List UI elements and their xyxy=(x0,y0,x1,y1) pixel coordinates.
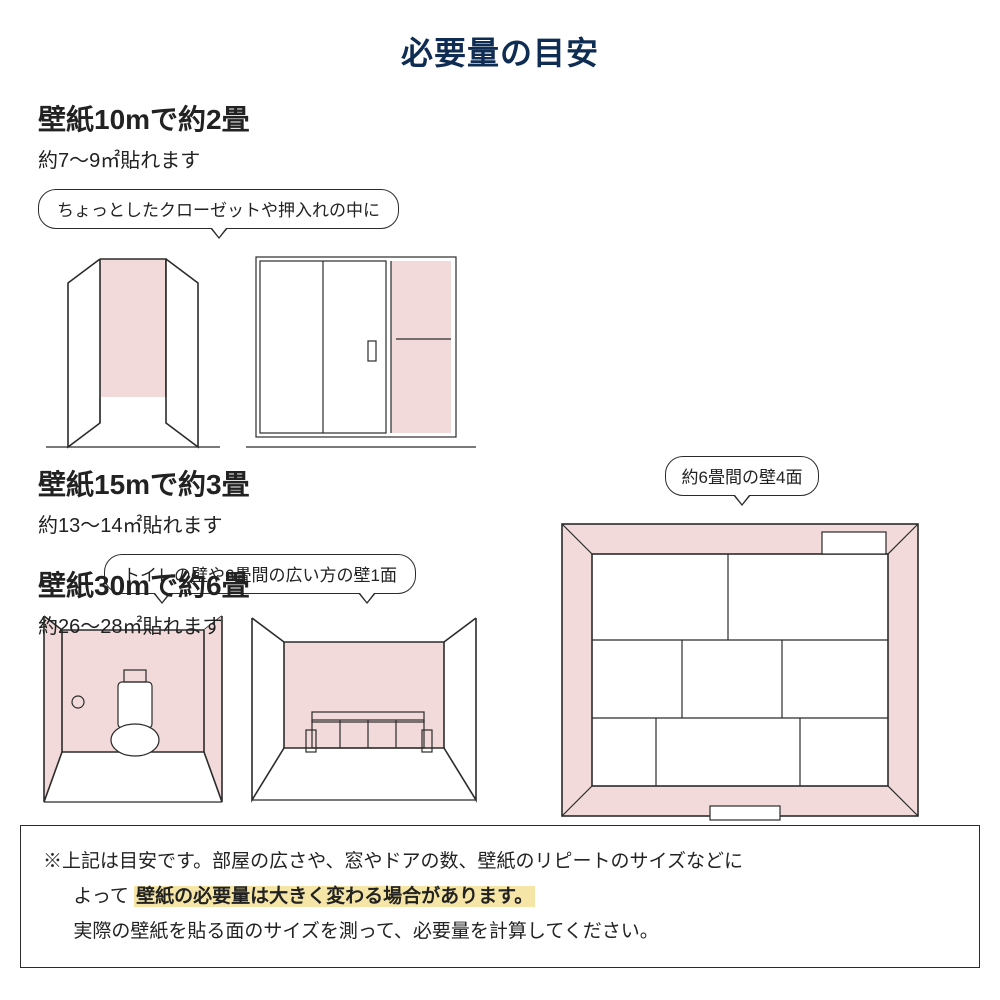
note-highlight: 壁紙の必要量は大きく変わる場合があります。 xyxy=(134,886,535,907)
bubble-tail-icon xyxy=(210,228,228,239)
bubble-room6-text: 約6畳間の壁4面 xyxy=(665,456,820,496)
bubble-10m: ちょっとしたクローゼットや押入れの中に xyxy=(38,189,399,229)
bubble-10m-text: ちょっとしたクローゼットや押入れの中に xyxy=(38,189,399,229)
note-text: ※上記は目安です。部屋の広さや、窓やドアの数、壁紙のリピートのサイズなどに xyxy=(43,851,743,872)
note-line-1: ※上記は目安です。部屋の広さや、窓やドアの数、壁紙のリピートのサイズなどに xyxy=(43,844,957,879)
section-15m-sub: 約13〜14㎡貼れます xyxy=(38,509,482,538)
closet-open-illustration xyxy=(38,247,228,457)
room6-block: 約6畳間の壁4面 xyxy=(520,456,964,830)
note-line-2: よって 壁紙の必要量は大きく変わる場合があります。 xyxy=(43,879,957,914)
bubble-room6: 約6畳間の壁4面 xyxy=(665,456,820,496)
room-6jo-plan-illustration xyxy=(542,510,942,830)
section-10m-sub: 約7〜9㎡貼れます xyxy=(38,144,482,173)
bubble-tail-icon xyxy=(733,495,751,506)
note-text: よって xyxy=(73,886,128,907)
toilet-room-illustration xyxy=(38,612,228,812)
section-10m-heading: 壁紙10mで約2畳 xyxy=(38,98,482,138)
section-10m: 壁紙10mで約2畳 約7〜9㎡貼れます ちょっとしたクローゼットや押入れの中に xyxy=(38,92,482,457)
note-line-3: 実際の壁紙を貼る面のサイズを測って、必要量を計算してください。 xyxy=(43,914,957,949)
section-30m-sub: 約26〜28㎡貼れます xyxy=(38,610,482,639)
page-title: 必要量の目安 xyxy=(0,0,1000,74)
note-box: ※上記は目安です。部屋の広さや、窓やドアの数、壁紙のリピートのサイズなどに よっ… xyxy=(20,825,980,968)
section-15m-heading: 壁紙15mで約3畳 xyxy=(38,463,482,503)
note-text: 実際の壁紙を貼る面のサイズを測って、必要量を計算してください。 xyxy=(73,921,658,942)
sliding-closet-illustration xyxy=(246,247,476,457)
section-30m: 壁紙30mで約6畳 約26〜28㎡貼れます xyxy=(38,540,482,639)
living-wall-illustration xyxy=(246,612,482,812)
section-30m-heading: 壁紙30mで約6畳 xyxy=(38,564,482,604)
